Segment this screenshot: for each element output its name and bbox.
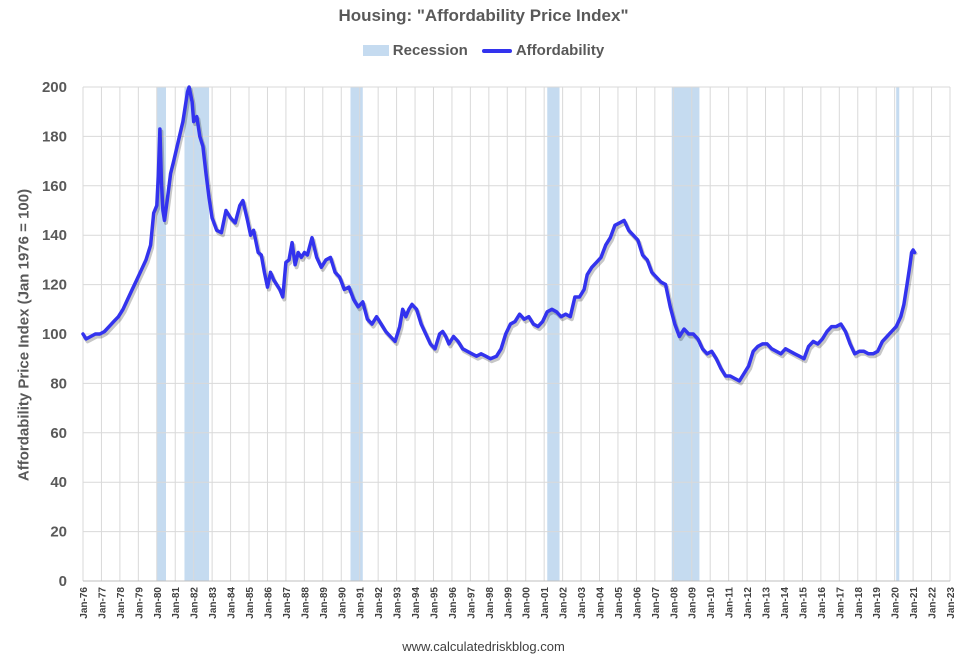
x-tick-label: Jan-83	[208, 587, 219, 619]
x-tick-label: Jan-12	[743, 587, 754, 619]
x-tick-label: Jan-89	[319, 587, 330, 619]
x-tick-label: Jan-19	[872, 587, 883, 619]
x-tick-label: Jan-05	[614, 587, 625, 619]
x-tick-label: Jan-06	[632, 587, 643, 619]
x-tick-label: Jan-22	[928, 587, 939, 619]
legend-label-recession: Recession	[392, 42, 468, 59]
x-tick-label: Jan-20	[891, 587, 902, 619]
x-tick-label: Jan-86	[263, 587, 274, 619]
x-tick-label: Jan-97	[466, 587, 477, 619]
y-tick-label: 160	[42, 178, 67, 195]
legend-item-recession: Recession	[362, 42, 468, 59]
x-tick-label: Jan-78	[116, 587, 127, 619]
x-tick-label: Jan-16	[817, 587, 828, 619]
x-tick-label: Jan-95	[429, 587, 440, 619]
x-tick-label: Jan-80	[153, 587, 164, 619]
x-tick-label: Jan-93	[393, 587, 404, 619]
x-tick-label: Jan-87	[282, 587, 293, 619]
x-tick-label: Jan-94	[411, 587, 422, 619]
x-tick-label: Jan-88	[300, 587, 311, 619]
x-tick-label: Jan-85	[245, 587, 256, 619]
y-tick-label: 120	[42, 277, 67, 294]
recession-swatch	[362, 45, 389, 56]
x-tick-label: Jan-17	[835, 587, 846, 619]
x-tick-label: Jan-92	[374, 587, 385, 619]
y-tick-label: 60	[50, 425, 67, 442]
x-tick-label: Jan-10	[706, 587, 717, 619]
legend-label-affordability: Affordability	[515, 42, 605, 59]
x-tick-label: Jan-03	[577, 587, 588, 619]
x-tick-label: Jan-96	[448, 587, 459, 619]
y-tick-label: 100	[42, 326, 67, 343]
chart-title: Housing: "Affordability Price Index"	[338, 6, 629, 25]
x-tick-label: Jan-84	[227, 587, 238, 619]
x-tick-label: Jan-07	[651, 587, 662, 619]
y-tick-label: 20	[50, 524, 67, 541]
x-tick-label: Jan-01	[540, 587, 551, 619]
x-tick-label: Jan-08	[669, 587, 680, 619]
x-tick-label: Jan-04	[596, 587, 607, 619]
y-tick-label: 40	[50, 474, 67, 491]
x-tick-label: Jan-79	[134, 587, 145, 619]
x-tick-label: Jan-76	[79, 587, 90, 619]
x-tick-label: Jan-14	[780, 587, 791, 619]
y-tick-label: 180	[42, 128, 67, 145]
y-tick-label: 80	[50, 375, 67, 392]
x-tick-label: Jan-13	[762, 587, 773, 619]
x-tick-label: Jan-99	[503, 587, 514, 619]
y-tick-label: 140	[42, 227, 67, 244]
x-tick-label: Jan-23	[946, 587, 957, 619]
affordability-line-shadow	[82, 87, 918, 386]
x-tick-label: Jan-21	[909, 587, 920, 619]
x-tick-label: Jan-98	[485, 587, 496, 619]
x-tick-label: Jan-77	[97, 587, 108, 619]
x-tick-label: Jan-82	[190, 587, 201, 619]
x-tick-label: Jan-09	[688, 587, 699, 619]
x-tick-label: Jan-18	[854, 587, 865, 619]
x-tick-label: Jan-00	[522, 587, 533, 619]
legend: Recession Affordability	[0, 42, 967, 59]
x-tick-label: Jan-81	[171, 587, 182, 619]
x-tick-label: Jan-02	[559, 587, 570, 619]
x-tick-label: Jan-91	[356, 587, 367, 619]
x-tick-label: Jan-90	[337, 587, 348, 619]
affordability-line	[81, 85, 917, 383]
x-tick-label: Jan-11	[725, 587, 736, 619]
x-tick-label: Jan-15	[798, 587, 809, 619]
affordability-swatch	[481, 48, 512, 53]
source-footer: www.calculatedriskblog.com	[402, 639, 565, 654]
y-tick-label: 0	[59, 573, 67, 590]
y-tick-label: 200	[42, 79, 67, 96]
legend-item-affordability: Affordability	[481, 42, 605, 59]
